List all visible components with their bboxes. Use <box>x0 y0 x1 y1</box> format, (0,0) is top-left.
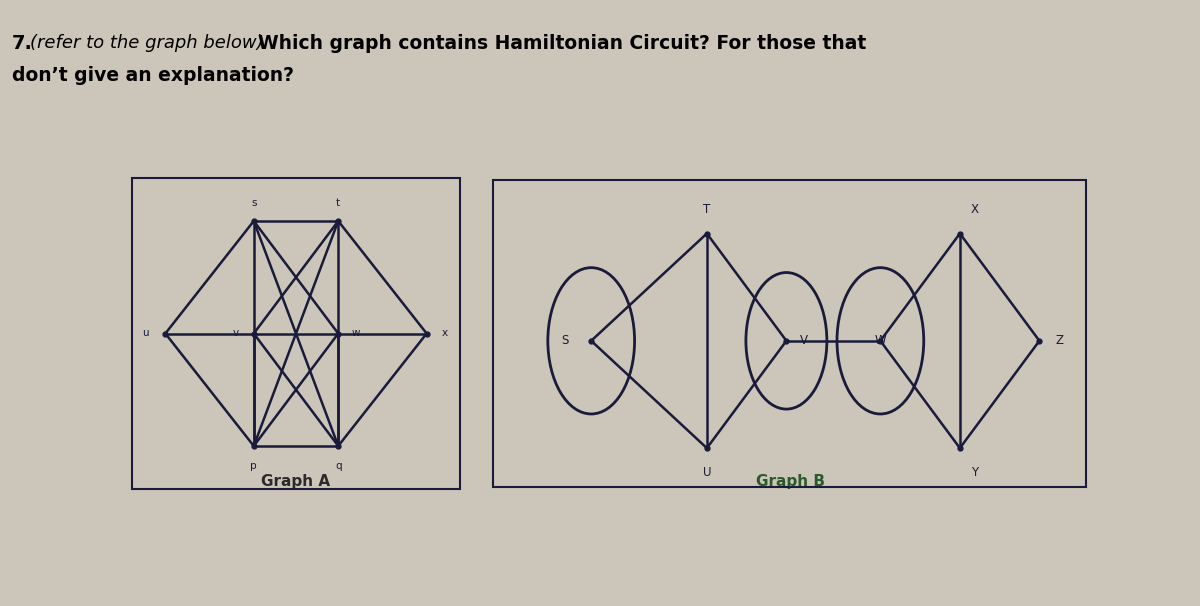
Text: Y: Y <box>971 466 978 479</box>
Text: Z: Z <box>1056 335 1063 347</box>
Text: v: v <box>233 328 239 339</box>
Text: Which graph contains Hamiltonian Circuit? For those that: Which graph contains Hamiltonian Circuit… <box>258 34 866 53</box>
Text: q: q <box>335 461 342 471</box>
Text: U: U <box>703 466 712 479</box>
Text: u: u <box>143 328 149 339</box>
Text: x: x <box>442 328 448 339</box>
Text: T: T <box>703 202 710 216</box>
Text: W: W <box>875 335 886 347</box>
Text: don’t give an explanation?: don’t give an explanation? <box>12 66 294 85</box>
Text: S: S <box>562 335 569 347</box>
Text: s: s <box>251 198 257 208</box>
Text: 7.: 7. <box>12 34 32 53</box>
Text: (refer to the graph below): (refer to the graph below) <box>30 34 264 52</box>
Text: V: V <box>799 335 808 347</box>
Text: t: t <box>336 198 341 208</box>
Text: Graph B: Graph B <box>756 474 824 489</box>
Text: Graph A: Graph A <box>262 474 330 489</box>
Text: p: p <box>251 461 257 471</box>
Text: w: w <box>352 328 360 339</box>
Text: X: X <box>971 202 978 216</box>
